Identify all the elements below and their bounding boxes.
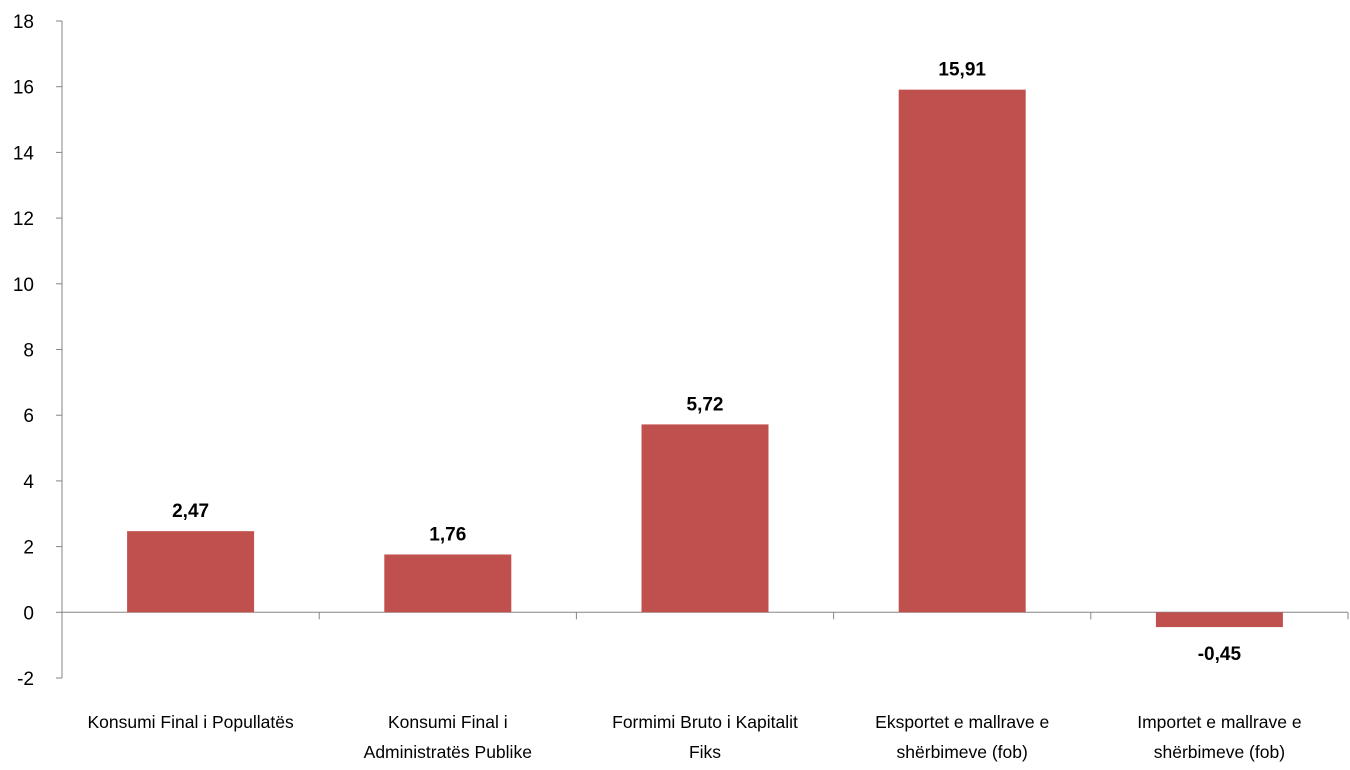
y-tick-label: 12	[13, 209, 34, 230]
y-tick-label: 8	[23, 341, 34, 362]
data-label: 5,72	[687, 394, 724, 415]
x-category-label-line: Konsumi Final i Popullatës	[87, 712, 293, 732]
x-category-label-line: Administratës Publike	[364, 742, 532, 762]
data-label: 15,91	[938, 60, 986, 81]
data-label: 2,47	[172, 501, 209, 522]
y-tick-label: 10	[13, 275, 34, 296]
bar	[1155, 612, 1283, 628]
x-category-label-line: Konsumi Final i	[388, 712, 508, 732]
x-category-label-line: shërbimeve (fob)	[897, 742, 1028, 762]
x-category-label: Importet e mallrave e shërbimeve (fob)	[1137, 712, 1301, 762]
x-category-label-line: Eksportet e mallrave e	[875, 712, 1049, 732]
x-category-label: Konsumi Final i Popullatës	[87, 712, 293, 732]
bar	[641, 424, 769, 613]
x-category-label: Eksportet e mallrave e shërbimeve (fob)	[875, 712, 1049, 762]
x-category-label-line: Formimi Bruto i Kapitalit	[612, 712, 798, 732]
x-category-label-line: shërbimeve (fob)	[1154, 742, 1285, 762]
y-tick-label: 6	[23, 406, 34, 427]
y-tick-label: 2	[23, 538, 34, 559]
x-category-label: Konsumi Final i Administratës Publike	[364, 712, 532, 762]
category-labels: Konsumi Final i Popullatës Konsumi Final …	[87, 712, 1301, 762]
x-category-label-line: Importet e mallrave e	[1137, 712, 1301, 732]
y-tick-label: -2	[17, 669, 34, 690]
bar	[127, 531, 255, 613]
y-tick-label: 0	[23, 603, 34, 624]
bars	[127, 89, 1283, 628]
y-tick-label: 14	[13, 143, 35, 164]
bar	[898, 89, 1026, 613]
x-category-label: Formimi Bruto i Kapitalit Fiks	[612, 712, 798, 762]
y-tick-label: 16	[13, 78, 34, 99]
y-tick-label: 4	[23, 472, 34, 493]
data-label: -0,45	[1198, 644, 1242, 665]
x-category-label-line: Fiks	[689, 742, 721, 762]
bar	[384, 554, 512, 613]
data-labels: 2,47 1,76 5,72 15,91 -0,45	[172, 60, 1241, 665]
x-axis	[61, 611, 1349, 620]
data-label: 1,76	[429, 524, 466, 545]
y-axis: -2 0 2 4 6 8 10 12 14 16 18	[13, 12, 63, 690]
y-tick-label: 18	[13, 12, 34, 33]
